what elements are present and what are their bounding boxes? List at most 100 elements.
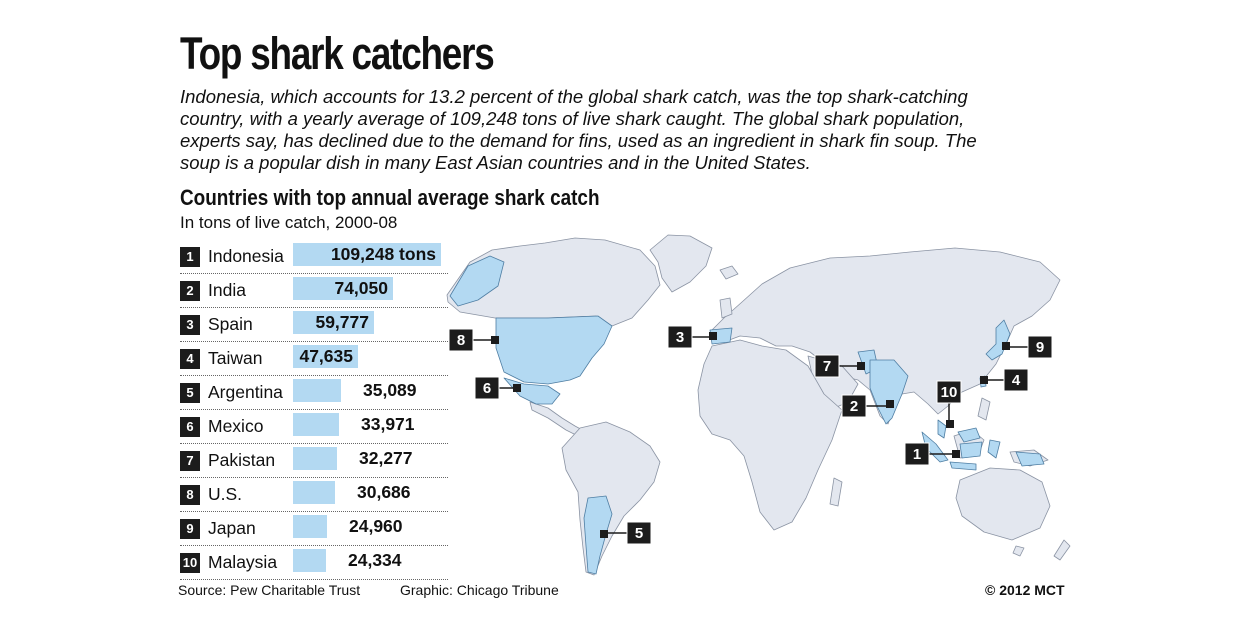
map-marker: 7 (814, 354, 865, 378)
marker-point (491, 336, 499, 344)
table-row: 7 Pakistan 32,277 (180, 444, 448, 478)
value-label: 59,777 (315, 312, 369, 332)
marker-badge (936, 380, 962, 404)
marker-label: 5 (635, 525, 643, 542)
bar (293, 345, 358, 368)
map-marker: 1 (904, 442, 960, 466)
land-australia (955, 467, 1051, 541)
rank-badge: 8 (180, 485, 200, 505)
marker-callouts: 1 2 3 4 5 6 7 8 9 10 (448, 325, 1053, 545)
land-tasmania (1012, 545, 1025, 557)
country-label: Indonesia (208, 246, 284, 266)
country-malaysia-borneo (957, 427, 981, 443)
marker-label: 9 (1036, 339, 1044, 356)
table-row: 9 Japan 24,960 (180, 512, 448, 546)
country-label: Argentina (208, 382, 283, 402)
marker-badge (667, 325, 693, 349)
land-philippines (977, 397, 991, 421)
rank-badge: 6 (180, 417, 200, 437)
country-japan (985, 319, 1011, 361)
marker-label: 8 (457, 332, 465, 349)
table-row: 6 Mexico 33,971 (180, 410, 448, 444)
copyright: © 2012 MCT (985, 582, 1065, 598)
marker-label: 1 (913, 446, 921, 463)
rank-badge: 7 (180, 451, 200, 471)
country-label: Taiwan (208, 348, 263, 368)
bar (293, 413, 339, 436)
marker-badge (904, 442, 930, 466)
table-row: 3 Spain 59,777 (180, 308, 448, 342)
value-label: 47,635 (299, 346, 353, 366)
table-row: 4 Taiwan 47,635 (180, 342, 448, 376)
rank-badge: 5 (180, 383, 200, 403)
country-us (495, 315, 613, 385)
table-row: 2 India 74,050 (180, 274, 448, 308)
country-label: U.S. (208, 484, 243, 504)
marker-label: 10 (941, 384, 958, 401)
land-madagascar (829, 477, 843, 507)
map-marker: 2 (841, 394, 894, 418)
bar (293, 549, 326, 572)
value-label: 74,050 (334, 278, 388, 298)
marker-point (600, 530, 608, 538)
map-marker: 6 (474, 376, 521, 400)
bar (293, 379, 341, 402)
land-greenland (649, 234, 713, 293)
page-title: Top shark catchers (180, 28, 495, 79)
value-label: 24,960 (349, 516, 403, 536)
marker-point (886, 400, 894, 408)
country-indonesia-papua (1015, 451, 1045, 467)
marker-point (857, 362, 865, 370)
land-new-zealand (1053, 539, 1071, 561)
marker-point (946, 420, 954, 428)
marker-badge (814, 354, 840, 378)
marker-point (952, 450, 960, 458)
rank-badge: 9 (180, 519, 200, 539)
country-label: India (208, 280, 246, 300)
country-india (869, 359, 909, 425)
country-label: Japan (208, 518, 256, 538)
intro-text: Indonesia, which accounts for 13.2 perce… (180, 86, 977, 173)
country-argentina (583, 495, 613, 575)
rank-badge: 10 (180, 553, 200, 573)
map-marker: 9 (1002, 335, 1053, 359)
value-label: 30,686 (357, 482, 411, 502)
marker-point (1002, 342, 1010, 350)
rank-badge: 1 (180, 247, 200, 267)
land-iceland (719, 265, 739, 280)
country-us-alaska (449, 255, 505, 307)
land-uk (719, 297, 733, 319)
map-marker: 10 (936, 380, 962, 428)
map-marker: 3 (667, 325, 717, 349)
country-indonesia-sulawesi (987, 439, 1001, 459)
table-row: 8 U.S. 30,686 (180, 478, 448, 512)
marker-point (709, 332, 717, 340)
marker-badge (448, 328, 474, 352)
bar (293, 515, 327, 538)
value-label: 32,277 (359, 448, 413, 468)
marker-label: 3 (676, 329, 684, 346)
table-row: 5 Argentina 35,089 (180, 376, 448, 410)
country-label: Pakistan (208, 450, 276, 470)
rank-badge: 2 (180, 281, 200, 301)
country-malaysia (937, 419, 947, 439)
country-label: Spain (208, 314, 253, 334)
value-label: 24,334 (348, 550, 402, 570)
ranking-table: 1 Indonesia 109,248 tons 2 India 74,050 3 Spain… (180, 240, 448, 580)
map-marker: 5 (600, 521, 652, 545)
bar (293, 277, 393, 300)
rank-badge: 4 (180, 349, 200, 369)
value-label: 33,971 (361, 414, 415, 434)
value-label: 109,248 tons (330, 244, 436, 264)
map-marker: 4 (980, 368, 1029, 392)
marker-label: 2 (850, 398, 858, 415)
map-marker: 8 (448, 328, 499, 352)
bar (293, 481, 335, 504)
marker-badge (841, 394, 867, 418)
bar (293, 243, 441, 266)
marker-badge (474, 376, 500, 400)
country-label: Mexico (208, 416, 264, 436)
chart-title: Countries with top annual average shark … (180, 185, 600, 210)
value-label: 35,089 (363, 380, 417, 400)
land-south-america (561, 421, 661, 576)
